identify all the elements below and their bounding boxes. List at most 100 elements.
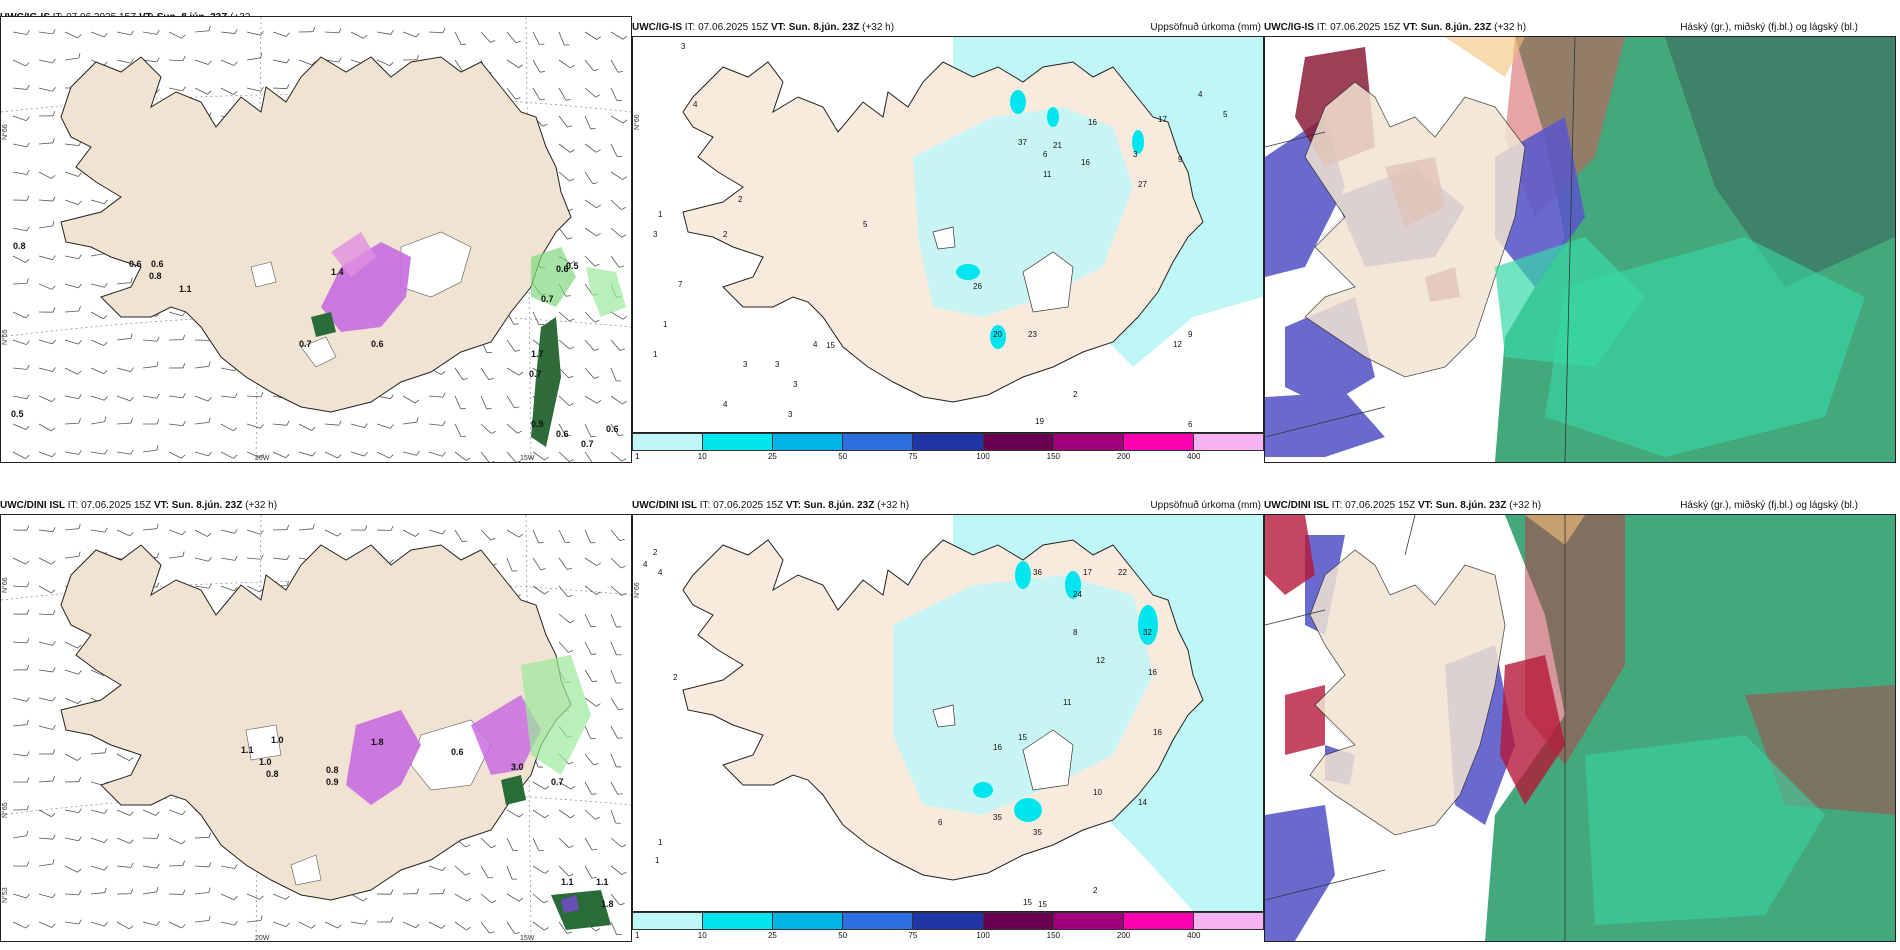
panel-accum-precip-top: UWC/IG-IS IT: 07.06.2025 15Z VT: Sun. 8.…	[632, 0, 1264, 465]
colorbar-swatch	[983, 434, 1054, 450]
wind-barb-flag	[260, 392, 264, 398]
wind-barb-flag	[156, 361, 159, 367]
wind-barb-flag	[26, 195, 30, 201]
map-value-label: 23	[1028, 330, 1037, 339]
wind-barb	[532, 59, 541, 73]
wind-barb-flag	[156, 921, 160, 926]
map-canvas	[1265, 515, 1895, 941]
wind-barb	[90, 339, 104, 346]
wind-barb-flag	[26, 226, 30, 232]
wind-barb	[558, 87, 567, 101]
map-value-label: 0.8	[149, 271, 162, 281]
wind-barb-flag	[260, 530, 264, 535]
wind-barb-flag	[390, 394, 394, 400]
wind-barb-flag	[259, 453, 264, 459]
colorbar-swatch	[1193, 913, 1263, 929]
wind-barb-flag	[622, 400, 627, 405]
map-value-label: 1	[658, 210, 663, 219]
wind-barb	[12, 423, 27, 430]
wind-barb	[90, 809, 105, 814]
wind-barb-flag	[595, 816, 601, 820]
wind-barb	[12, 697, 27, 702]
map-value-label: 3	[793, 380, 798, 389]
wind-barb-flag	[621, 206, 626, 210]
wind-barb	[142, 809, 157, 816]
wind-barb	[558, 451, 570, 462]
wind-barb-flag	[77, 370, 82, 375]
wind-barb-flag	[234, 28, 238, 34]
wind-barb	[506, 59, 519, 68]
map-value-label: 0.6	[556, 429, 569, 439]
wind-barb-flag	[617, 793, 623, 795]
map-value-label: 22	[1118, 568, 1127, 577]
wind-barb	[558, 59, 571, 69]
wind-barb	[64, 641, 78, 649]
wind-barb	[532, 837, 540, 851]
wind-barb	[12, 585, 27, 588]
wind-barb-flag	[621, 844, 627, 848]
wind-barb-flag	[156, 419, 160, 425]
wind-barb-flag	[621, 592, 626, 596]
wind-barb-flag	[337, 924, 342, 929]
wind-barb-flag	[286, 58, 290, 64]
wind-barb-flag	[596, 36, 602, 40]
wind-barb	[38, 893, 53, 899]
wind-barb	[246, 87, 261, 92]
wind-barb-flag	[596, 232, 601, 237]
wind-barb-flag	[52, 667, 56, 673]
map-value-label: 1.0	[271, 735, 284, 745]
wind-barb-flag	[182, 334, 186, 340]
wind-barb	[558, 781, 572, 790]
wind-barb-flag	[234, 528, 238, 534]
wind-barb	[610, 199, 622, 210]
wind-barb	[38, 725, 53, 730]
lon-label-15w: 15W	[520, 455, 535, 462]
wind-barb-flag	[156, 57, 160, 63]
map-frame: 2 4 4 2 1 36 17 24 22 32 16 11 12 8 15 35 35 16 10 14 16 6 15 1…	[632, 514, 1264, 912]
wind-barb-flag	[544, 814, 549, 819]
wind-barb	[584, 613, 592, 627]
wind-barb-flag	[286, 524, 290, 530]
wind-barb	[142, 395, 157, 399]
wind-barb	[12, 59, 26, 67]
wind-barb	[246, 920, 261, 923]
wind-barb-flag	[259, 895, 264, 900]
wind-barb-flag	[77, 644, 82, 649]
colorbar-swatch	[773, 434, 844, 450]
wind-barb-flag	[129, 839, 134, 844]
wind-barb	[38, 199, 53, 202]
wind-barb	[350, 893, 364, 902]
wind-barb	[64, 809, 79, 814]
wind-barb	[272, 59, 287, 64]
wind-barb	[38, 367, 53, 372]
colorbar-tick: 50	[838, 452, 848, 461]
wind-barb	[402, 451, 417, 456]
wind-barb-flag	[78, 418, 81, 424]
wind-barb-flag	[565, 435, 571, 437]
map-value-label: 19	[1035, 417, 1044, 426]
wind-barb	[532, 31, 540, 45]
map-value-label: 20	[993, 330, 1002, 339]
map-value-label: 1.7	[531, 349, 544, 359]
wind-barb	[142, 865, 157, 869]
wind-barb-flag	[568, 650, 574, 653]
wind-barb-flag	[207, 90, 212, 95]
wind-barb-flag	[569, 459, 574, 462]
wind-barb	[480, 31, 491, 43]
wind-barb	[558, 585, 569, 598]
wind-barb	[506, 921, 516, 934]
wind-barb-flag	[78, 283, 82, 289]
wind-barb	[38, 423, 52, 432]
wind-barb-flag	[260, 52, 263, 58]
wind-barb-flag	[181, 454, 186, 459]
wind-barb-flag	[567, 594, 573, 598]
wind-barb	[610, 227, 622, 238]
panel-title: Háský (gr.), miðský (fj.bl.) og lágský (…	[1680, 500, 1858, 511]
colorbar-tick: 400	[1187, 931, 1201, 940]
wind-barb-flag	[77, 34, 82, 39]
wind-barb-flag	[286, 420, 290, 426]
map-value-label: 4	[693, 100, 698, 109]
wind-barb	[350, 921, 365, 925]
wind-barb	[38, 171, 52, 179]
wind-barb-flag	[568, 845, 574, 849]
